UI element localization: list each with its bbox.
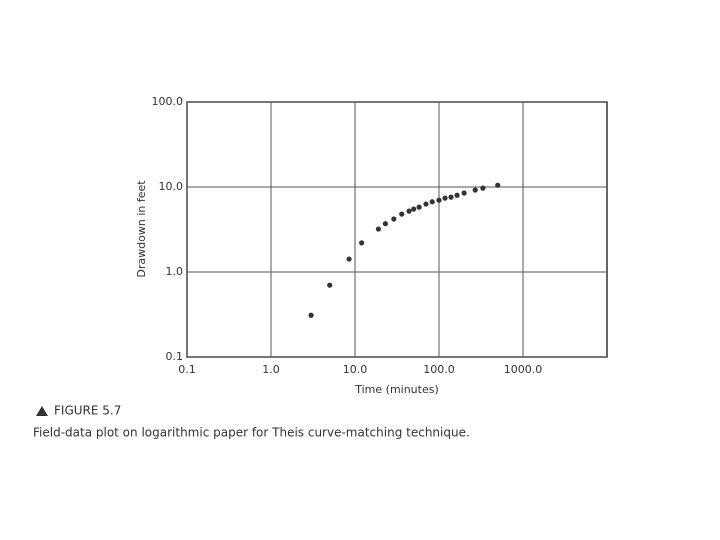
data-point xyxy=(472,187,478,193)
figure-marker xyxy=(36,406,48,416)
x-tick-label: 100.0 xyxy=(423,363,455,376)
y-tick-label: 10.0 xyxy=(159,180,184,193)
data-point xyxy=(411,206,417,212)
data-point xyxy=(382,221,388,227)
data-point xyxy=(359,240,365,246)
caption: Field-data plot on logarithmic paper for… xyxy=(33,426,470,440)
data-point xyxy=(480,185,486,191)
data-point xyxy=(346,256,352,262)
data-point xyxy=(448,194,454,200)
y-axis-title: Drawdown in feet xyxy=(135,180,148,278)
data-point xyxy=(454,192,460,198)
data-point xyxy=(391,216,397,222)
data-point xyxy=(495,182,501,188)
x-tick-label: 1.0 xyxy=(262,363,280,376)
data-point xyxy=(461,190,467,196)
x-axis-title: Time (minutes) xyxy=(354,383,439,396)
data-point xyxy=(399,211,405,217)
data-point xyxy=(416,204,422,210)
x-tick-label: 10.0 xyxy=(343,363,368,376)
x-tick-label: 1000.0 xyxy=(504,363,543,376)
data-point xyxy=(423,201,429,207)
data-point xyxy=(375,226,382,232)
y-tick-label: 0.1 xyxy=(166,350,184,363)
data-point xyxy=(308,312,314,318)
figure-label: FIGURE 5.7 xyxy=(54,404,121,418)
data-point xyxy=(442,195,448,201)
data-point xyxy=(406,208,412,214)
x-tick-label: 0.1 xyxy=(178,363,196,376)
data-point xyxy=(436,197,442,203)
y-tick-label: 1.0 xyxy=(166,265,184,278)
data-point xyxy=(327,282,333,288)
y-tick-label: 100.0 xyxy=(152,95,184,108)
data-point xyxy=(429,199,435,205)
